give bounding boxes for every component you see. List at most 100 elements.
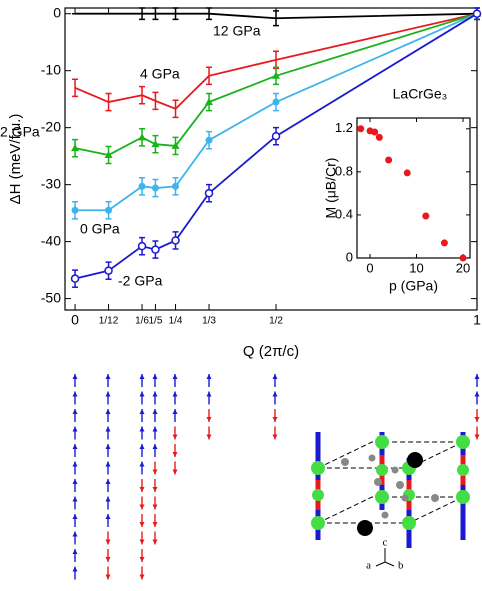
spin-arrow-head <box>105 426 111 432</box>
error-bar <box>105 92 112 112</box>
spin-arrow-head <box>206 374 212 379</box>
spin-arrow-head <box>172 409 178 414</box>
marker <box>271 131 281 141</box>
spin-arrow-head <box>206 391 212 397</box>
error-bar <box>172 99 179 119</box>
point <box>385 156 393 164</box>
spin-arrow-head <box>105 409 111 414</box>
spin-arrow-head <box>152 487 158 492</box>
spin-arrow-head <box>139 391 145 397</box>
error-bar <box>152 91 159 111</box>
spin-arrow-head <box>206 417 212 422</box>
point <box>375 133 383 141</box>
spin-arrow-head <box>152 469 158 475</box>
series-line <box>74 12 478 280</box>
y-tick-label: -30 <box>41 175 61 191</box>
spin-arrow-head <box>152 391 158 397</box>
error-bar <box>206 7 213 21</box>
spin-arrow-head <box>105 496 111 502</box>
plot-frame <box>356 117 471 259</box>
spin-arrow-head <box>272 434 278 440</box>
spin-arrow-head <box>105 374 111 379</box>
y-tick-label: 1.2 <box>335 120 353 135</box>
point <box>440 239 448 247</box>
marker <box>205 136 213 144</box>
x-tick-label: 1/6 <box>135 316 149 327</box>
y-tick-label: 0.4 <box>335 206 353 221</box>
marker <box>71 144 80 152</box>
series-line <box>74 12 478 156</box>
spin-arrow-head <box>139 557 145 562</box>
axis-b: b <box>398 560 404 572</box>
spin-arrow-head <box>139 461 145 467</box>
spin-arrow-head <box>139 426 145 432</box>
spin-arrow-head <box>272 374 278 379</box>
ge-atoms <box>341 454 439 519</box>
x-tick-label: 1 <box>473 312 481 328</box>
marker <box>138 133 147 141</box>
spin-arrow-head <box>139 444 145 449</box>
spin-arrow-head <box>72 391 78 397</box>
spin-arrow-head <box>474 417 480 422</box>
x-tick-label: 20 <box>456 260 470 275</box>
spin-arrow-head <box>105 391 111 397</box>
marker <box>171 141 180 149</box>
marker <box>105 206 113 214</box>
spin-arrow-head <box>172 469 178 475</box>
spin-arrow-head <box>105 444 111 449</box>
x-axis-label: p (GPa) <box>389 278 438 294</box>
spin-arrow-head <box>72 461 78 467</box>
y-tick-label: -10 <box>41 61 61 77</box>
y-axis-label: ΔH (meV/f.u.) <box>7 114 24 205</box>
error-bar <box>72 78 79 98</box>
spin-arrow-head <box>72 566 78 572</box>
spin-arrow-head <box>105 539 111 545</box>
marker <box>151 184 159 192</box>
legend-label: 12 GPa <box>213 23 261 39</box>
spin-arrow-head <box>105 461 111 467</box>
marker <box>104 266 113 275</box>
y-tick-label: 0 <box>53 4 61 20</box>
point <box>403 169 411 177</box>
la-atoms <box>357 452 423 536</box>
spin-arrow-head <box>152 539 158 545</box>
x-axis-label: Q (2π/c) <box>243 343 299 360</box>
marker <box>151 140 160 148</box>
point <box>371 128 379 136</box>
error-bar <box>139 85 146 105</box>
spin-arrows <box>72 374 480 580</box>
error-bar <box>139 7 146 21</box>
marker <box>172 182 180 190</box>
cr-atoms <box>311 435 470 530</box>
axis-c: c <box>383 537 388 549</box>
spin-arrow-head <box>152 444 158 449</box>
marker <box>138 182 146 190</box>
marker <box>204 188 214 198</box>
spin-arrow-head <box>152 504 158 510</box>
spin-arrow-head <box>139 574 145 580</box>
spin-arrow-head <box>139 522 145 527</box>
spin-arrow-head <box>72 374 78 379</box>
spin-arrow-head <box>139 504 145 510</box>
spin-arrow-head <box>172 434 178 440</box>
legend-label: 0 GPa <box>80 221 120 237</box>
marker <box>70 274 80 283</box>
marker <box>272 71 281 79</box>
y-tick-label: 0 <box>346 249 353 264</box>
spin-arrow-head <box>72 444 78 449</box>
cell-top <box>317 441 464 469</box>
spin-arrow-head <box>139 374 145 379</box>
marker <box>205 98 214 106</box>
spin-arrow-head <box>172 391 178 397</box>
legend-label: -2 GPa <box>118 273 163 289</box>
point <box>357 125 365 133</box>
spin-arrow-head <box>72 514 78 519</box>
error-bar <box>172 7 179 21</box>
spin-arrow-head <box>139 409 145 414</box>
spin-arrow-head <box>139 539 145 545</box>
marker <box>171 236 180 245</box>
point <box>422 212 430 220</box>
x-tick-label: 1/3 <box>202 316 216 327</box>
marker <box>104 151 113 159</box>
